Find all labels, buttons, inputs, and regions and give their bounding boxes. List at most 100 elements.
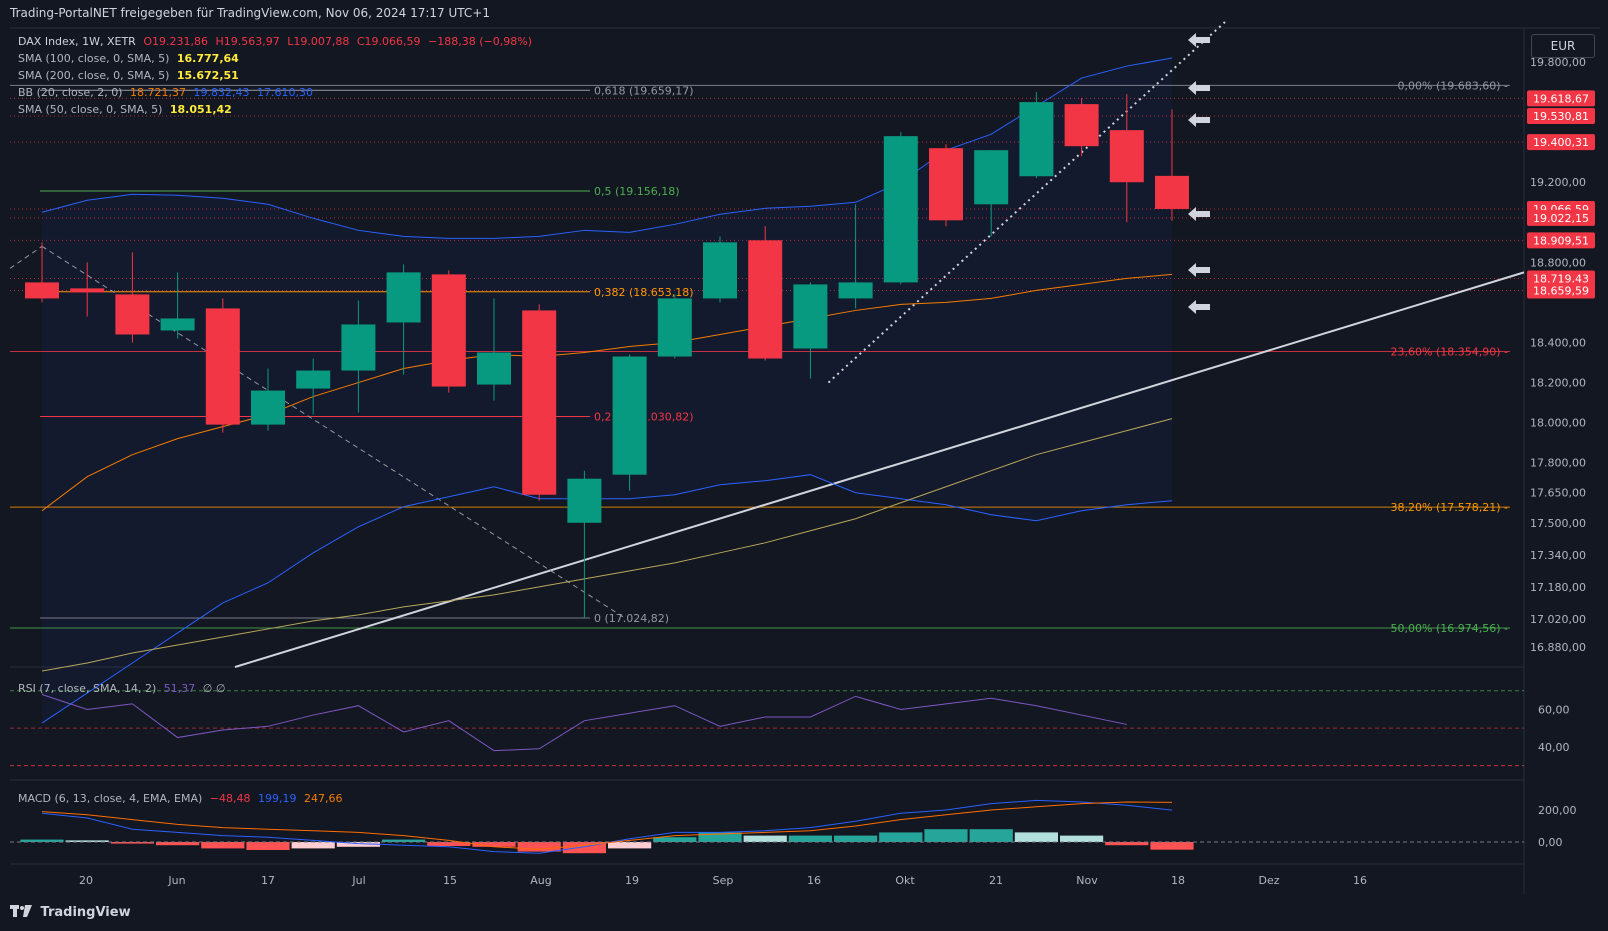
candle-body bbox=[1019, 102, 1054, 177]
x-tick-label: Aug bbox=[530, 874, 551, 887]
candle-body bbox=[1064, 104, 1099, 147]
price-tag-label: 18.909,51 bbox=[1533, 234, 1589, 247]
macd-histogram-bar bbox=[110, 842, 154, 844]
candle-body bbox=[793, 284, 828, 349]
legend-rsi-extra: ∅ ∅ bbox=[202, 682, 226, 695]
legend-macd-hist: −48,48 bbox=[209, 792, 251, 805]
macd-histogram-bar bbox=[969, 829, 1013, 842]
x-tick-label: 20 bbox=[79, 874, 93, 887]
fib-anchor-line bbox=[41, 245, 626, 619]
currency-button[interactable]: EUR bbox=[1531, 34, 1595, 58]
price-tag-box bbox=[1527, 282, 1595, 299]
x-tick-label: Sep bbox=[713, 874, 734, 887]
arrow-marker-icon bbox=[1188, 33, 1210, 47]
x-tick-label: 18 bbox=[1171, 874, 1185, 887]
legend-sma100[interactable]: SMA (100, close, 0, SMA, 5) 16.777,64 bbox=[18, 52, 243, 65]
candle-body bbox=[296, 370, 331, 389]
candle-body bbox=[567, 478, 602, 523]
candle-body bbox=[612, 356, 647, 475]
rsi-line bbox=[41, 693, 1127, 752]
y-tick-label: 17.020,00 bbox=[1530, 613, 1586, 626]
price-tag-box bbox=[1527, 90, 1595, 107]
y-tick-label: 18.200,00 bbox=[1530, 377, 1586, 390]
rsi-tick-label: 40,00 bbox=[1538, 741, 1570, 754]
retracement-label: 0,00% (19.683,60) - bbox=[1398, 79, 1509, 92]
candle-body bbox=[431, 274, 466, 387]
legend-low: L19.007,88 bbox=[287, 35, 350, 48]
candle-body bbox=[974, 150, 1009, 205]
macd-histogram-bar bbox=[20, 839, 64, 842]
brand-footer[interactable]: TradingView bbox=[10, 905, 131, 920]
rsi-tick-label: 60,00 bbox=[1538, 703, 1570, 716]
legend-high: H19.563,97 bbox=[215, 35, 280, 48]
macd-histogram-bar bbox=[608, 842, 652, 849]
price-tag-label: 19.530,81 bbox=[1533, 110, 1589, 123]
macd-histogram-bar bbox=[382, 839, 426, 842]
candle-body bbox=[205, 308, 240, 425]
price-tag-label: 19.618,67 bbox=[1533, 92, 1589, 105]
macd-histogram-bar bbox=[924, 829, 968, 842]
x-tick-label: 16 bbox=[807, 874, 821, 887]
macd-histogram-bar bbox=[246, 842, 290, 850]
candle-body bbox=[929, 148, 963, 221]
legend-sma200-label: SMA (200, close, 0, SMA, 5) bbox=[18, 69, 170, 82]
legend-rsi[interactable]: RSI (7, close, SMA, 14, 2) 51,37 ∅ ∅ bbox=[18, 682, 229, 695]
y-tick-label: 19.200,00 bbox=[1530, 176, 1586, 189]
macd-histogram-bar bbox=[291, 842, 335, 849]
price-tag-label: 18.719,43 bbox=[1533, 273, 1589, 286]
legend-sma200[interactable]: SMA (200, close, 0, SMA, 5) 15.672,51 bbox=[18, 69, 243, 82]
arrow-marker-icon bbox=[1188, 207, 1210, 221]
candle-body bbox=[883, 136, 918, 283]
macd-histogram-bar bbox=[427, 842, 471, 846]
legend-bb-lower: 17.610,30 bbox=[256, 86, 313, 99]
legend-main[interactable]: DAX Index, 1W, XETR O19.231,86 H19.563,9… bbox=[18, 35, 536, 48]
arrow-marker-icon bbox=[1188, 81, 1210, 95]
legend-macd-macd: 199,19 bbox=[258, 792, 297, 805]
candle-body bbox=[477, 352, 511, 385]
y-tick-label: 18.000,00 bbox=[1530, 417, 1586, 430]
legend-sma50-value: 18.051,42 bbox=[169, 103, 232, 116]
legend-rsi-value: 51,37 bbox=[163, 682, 196, 695]
price-tag-box bbox=[1527, 107, 1595, 124]
tradingview-logo-icon bbox=[10, 905, 32, 917]
legend-macd-label: MACD (6, 13, close, 4, EMA, EMA) bbox=[18, 792, 203, 805]
x-tick-label: 15 bbox=[443, 874, 457, 887]
x-tick-label: Dez bbox=[1258, 874, 1279, 887]
price-tag-box bbox=[1527, 134, 1595, 151]
legend-close: C19.066,59 bbox=[356, 35, 421, 48]
macd-histogram-bar bbox=[698, 832, 742, 842]
x-tick-label: Jul bbox=[351, 874, 365, 887]
legend-macd[interactable]: MACD (6, 13, close, 4, EMA, EMA) −48,48 … bbox=[18, 792, 347, 805]
macd-histogram-bar bbox=[336, 842, 380, 847]
legend-bb[interactable]: BB (20, close, 2, 0) 18.721,37 19.832,43… bbox=[18, 86, 317, 99]
candle-body bbox=[1155, 175, 1189, 209]
legend-bb-upper: 19.832,43 bbox=[193, 86, 250, 99]
macd-histogram-bar bbox=[788, 835, 832, 842]
candle-body bbox=[160, 318, 195, 331]
macd-histogram-bar bbox=[834, 835, 878, 842]
macd-histogram-bar bbox=[156, 842, 200, 846]
legend-sma100-label: SMA (100, close, 0, SMA, 5) bbox=[18, 52, 170, 65]
macd-histogram-bar bbox=[1060, 835, 1104, 842]
macd-histogram-bar bbox=[517, 842, 561, 852]
candle-body bbox=[1109, 130, 1144, 183]
macd-tick-label: 200,00 bbox=[1538, 804, 1577, 817]
macd-histogram-bar bbox=[743, 835, 787, 842]
y-tick-label: 18.400,00 bbox=[1530, 336, 1586, 349]
legend-sma50[interactable]: SMA (50, close, 0, SMA, 5) 18.051,42 bbox=[18, 103, 236, 116]
y-tick-label: 17.650,00 bbox=[1530, 487, 1586, 500]
price-tag-label: 18.659,59 bbox=[1533, 284, 1589, 297]
y-tick-label: 18.800,00 bbox=[1530, 256, 1586, 269]
x-tick-label: 17 bbox=[261, 874, 275, 887]
fib-level-label: 0,618 (19.659,17) bbox=[594, 84, 694, 97]
macd-histogram-bar bbox=[1150, 842, 1194, 850]
macd-histogram-bar bbox=[1105, 842, 1149, 846]
fib-level-label: 0,5 (19.156,18) bbox=[594, 185, 680, 198]
y-tick-label: 16.880,00 bbox=[1530, 641, 1586, 654]
legend-sma50-label: SMA (50, close, 0, SMA, 5) bbox=[18, 103, 163, 116]
legend-change: −188,38 (−0,98%) bbox=[428, 35, 532, 48]
legend-rsi-label: RSI (7, close, SMA, 14, 2) bbox=[18, 682, 157, 695]
y-tick-label: 19.800,00 bbox=[1530, 56, 1586, 69]
fib-level-label: 0 (17.024,82) bbox=[594, 612, 669, 625]
